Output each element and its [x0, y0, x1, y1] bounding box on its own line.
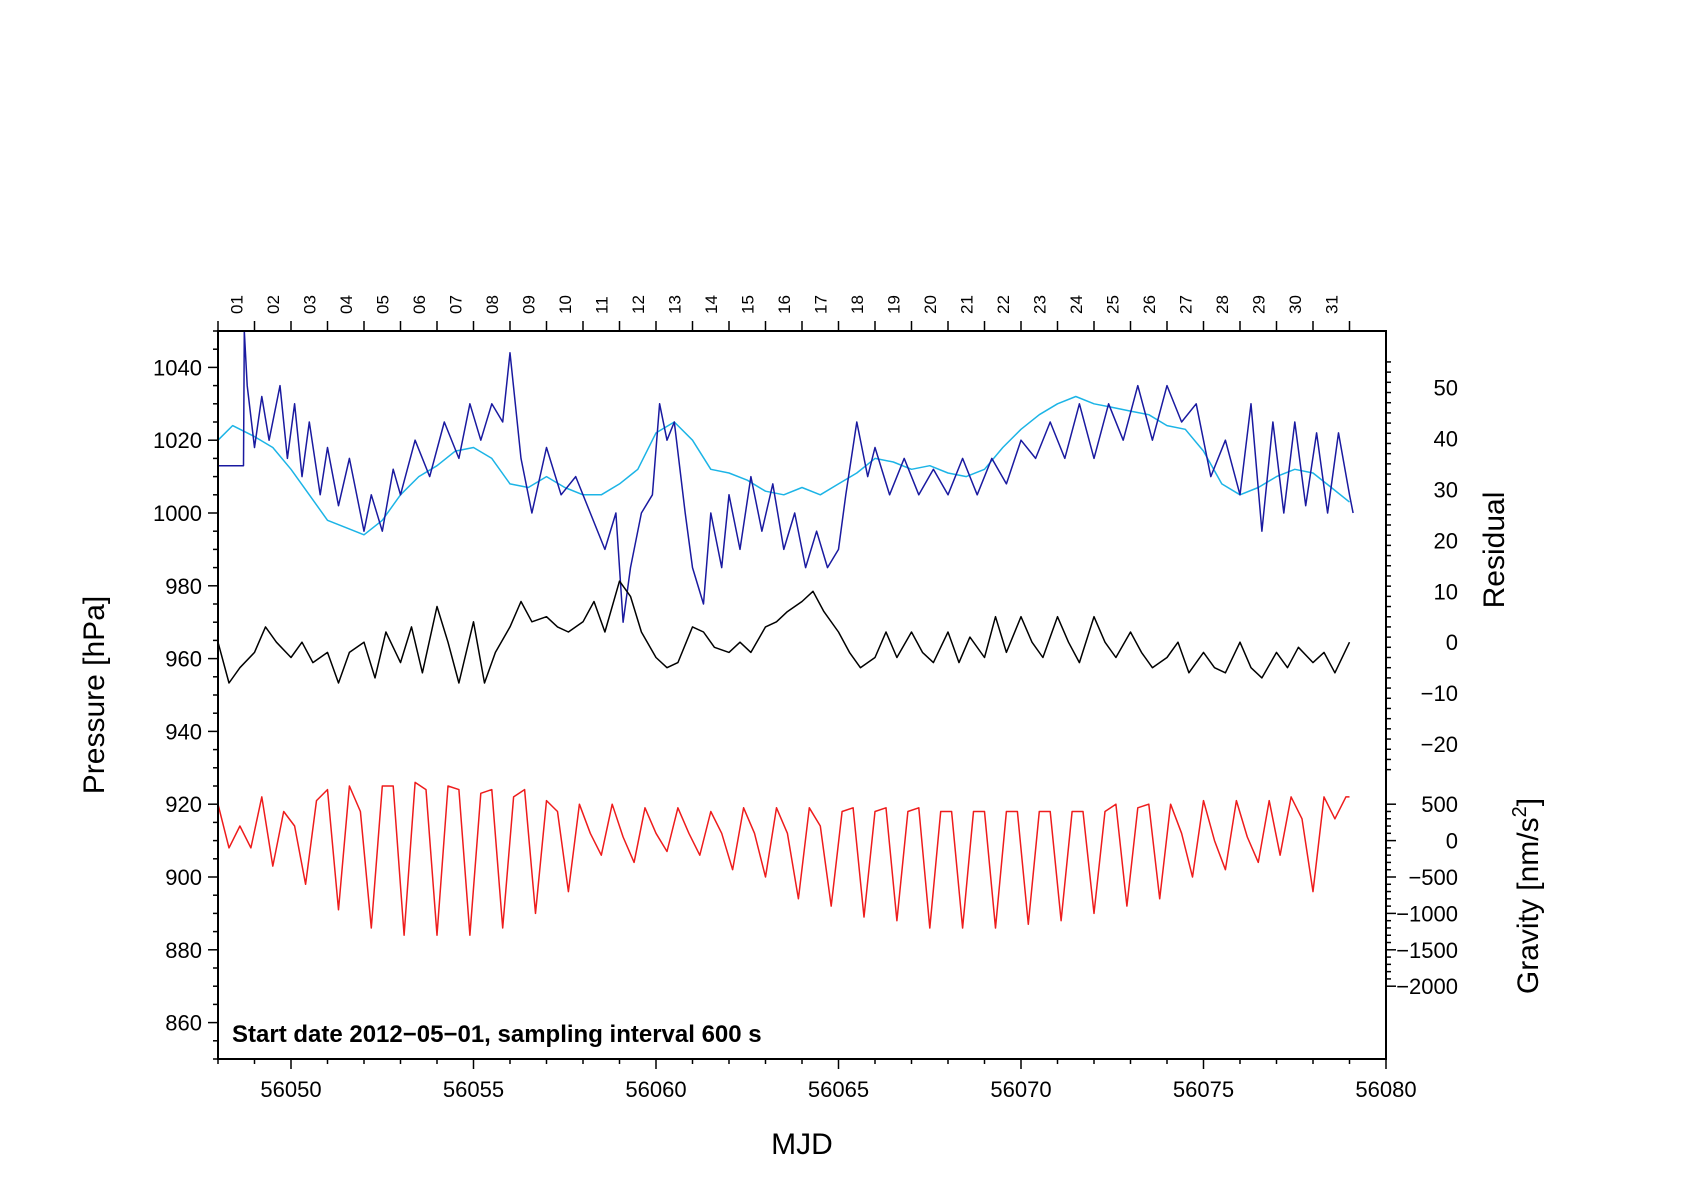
annotation-text: Start date 2012−05−01, sampling interval… — [232, 1021, 762, 1048]
day-label: 26 — [1140, 295, 1159, 314]
y-tick-label: 1000 — [153, 501, 202, 526]
day-label: 23 — [1030, 295, 1049, 314]
residual-tick-label: 0 — [1446, 630, 1458, 655]
day-label: 02 — [264, 295, 283, 314]
gravity-tick-label: −1000 — [1396, 901, 1458, 926]
residual-tick-label: 40 — [1434, 426, 1458, 451]
gravity-axis-title-suffix: ] — [1512, 798, 1545, 806]
series-pressure-smoothed — [217, 395, 1350, 536]
day-label: 05 — [373, 295, 392, 314]
day-label: 20 — [921, 295, 940, 314]
x-tick-label: 56060 — [625, 1077, 686, 1102]
gravity-tick-label: −2000 — [1396, 974, 1458, 999]
day-label: 09 — [519, 295, 538, 314]
day-label: 01 — [227, 295, 246, 314]
y-tick-label: 1040 — [153, 355, 202, 380]
day-label: 27 — [1176, 295, 1195, 314]
y-tick-label: 880 — [165, 938, 202, 963]
day-label: 03 — [300, 295, 319, 314]
day-label: 14 — [702, 295, 721, 314]
y-tick-label: 980 — [165, 574, 202, 599]
residual-tick-label: −20 — [1421, 732, 1458, 757]
y-tick-label: 940 — [165, 719, 202, 744]
x-tick-label: 56050 — [260, 1077, 321, 1102]
y-tick-label: 1020 — [153, 428, 202, 453]
residual-tick-label: 30 — [1434, 477, 1458, 502]
residual-tick-label: 50 — [1434, 375, 1458, 400]
day-label: 22 — [994, 295, 1013, 314]
x-tick-label: 56055 — [443, 1077, 504, 1102]
y-tick-label: 860 — [165, 1011, 202, 1036]
day-label: 15 — [738, 295, 757, 314]
gravity-axis-title-main: Gravity [nm/s — [1512, 817, 1545, 994]
gravity-tick-label: 500 — [1421, 792, 1458, 817]
x-axis-title: MJD — [771, 1128, 833, 1161]
day-label: 08 — [483, 295, 502, 314]
gravity-axis-title: Gravity [nm/s2] — [1509, 798, 1545, 994]
day-label: 28 — [1213, 295, 1232, 314]
series-layer — [217, 330, 1354, 936]
day-label: 04 — [337, 295, 356, 314]
x-tick-label: 56080 — [1355, 1077, 1416, 1102]
day-label: 17 — [811, 295, 830, 314]
day-label: 25 — [1103, 295, 1122, 314]
day-label: 16 — [775, 295, 794, 314]
day-label: 07 — [446, 295, 465, 314]
gravity-tick-label: −500 — [1408, 865, 1458, 890]
residual-tick-label: −10 — [1421, 681, 1458, 706]
day-label: 13 — [665, 295, 684, 314]
day-label: 19 — [884, 295, 903, 314]
x-tick-label: 56065 — [808, 1077, 869, 1102]
day-label: 30 — [1286, 295, 1305, 314]
series-gravity — [217, 781, 1350, 936]
residual-tick-label: 10 — [1434, 579, 1458, 604]
gravity-axis-title-sup: 2 — [1509, 806, 1531, 817]
day-label: 29 — [1249, 295, 1268, 314]
gravity-tick-label: 0 — [1446, 829, 1458, 854]
day-label: 18 — [848, 295, 867, 314]
x-tick-label: 56070 — [990, 1077, 1051, 1102]
day-label: 21 — [957, 295, 976, 314]
y-tick-label: 920 — [165, 792, 202, 817]
gravity-tick-label: −1500 — [1396, 938, 1458, 963]
y-tick-label: 900 — [165, 865, 202, 890]
residual-axis-title: Residual — [1478, 492, 1511, 609]
residual-tick-label: 20 — [1434, 528, 1458, 553]
day-label: 06 — [410, 295, 429, 314]
day-label: 12 — [629, 295, 648, 314]
y-tick-label: 960 — [165, 647, 202, 672]
series-residual — [217, 580, 1351, 684]
day-label: 24 — [1067, 295, 1086, 314]
series-pressure-observed — [218, 330, 1354, 623]
day-label: 31 — [1322, 295, 1341, 314]
x-tick-label: 56075 — [1173, 1077, 1234, 1102]
day-label: 11 — [592, 296, 611, 314]
left-axis-title: Pressure [hPa] — [78, 596, 111, 794]
day-label: 10 — [556, 295, 575, 314]
